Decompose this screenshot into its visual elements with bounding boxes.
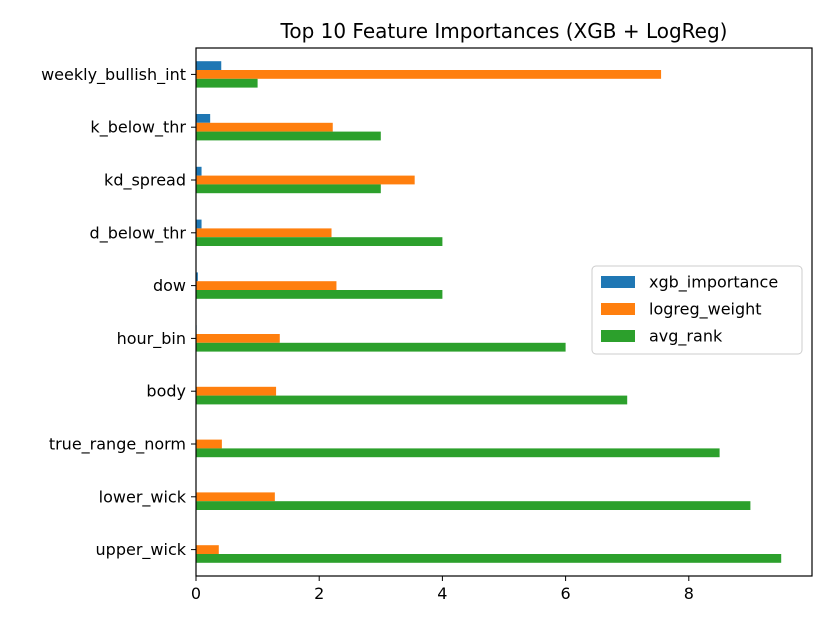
x-tick-label: 4 — [437, 584, 447, 603]
bar-logreg-weight-kd-spread — [196, 175, 415, 185]
bar-avg-rank-true-range-norm — [196, 448, 720, 458]
bar-avg-rank-dow — [196, 290, 443, 299]
bar-logreg-weight-true-range-norm — [196, 439, 222, 449]
y-tick-label: body — [146, 382, 186, 401]
y-tick-label: upper_wick — [96, 540, 187, 560]
bar-avg-rank-kd-spread — [196, 184, 381, 194]
chart-title: Top 10 Feature Importances (XGB + LogReg… — [280, 19, 728, 43]
legend: xgb_importance logreg_weight avg_rank — [591, 265, 803, 355]
bar-avg-rank-upper-wick — [196, 554, 782, 563]
legend-label-logreg-weight: logreg_weight — [649, 300, 762, 320]
x-tick-label: 6 — [561, 584, 571, 603]
y-tick-label: hour_bin — [117, 329, 186, 349]
legend-swatch-avg-rank — [601, 330, 635, 342]
bar-logreg-weight-hour-bin — [196, 334, 280, 343]
x-axis: 0 2 4 6 8 — [191, 576, 694, 603]
bar-xgb-importance-dow — [196, 272, 198, 282]
x-tick-label: 8 — [684, 584, 694, 603]
bar-avg-rank-lower-wick — [196, 501, 751, 510]
bar-xgb-importance-kd-spread — [196, 166, 202, 176]
y-tick-label: dow — [153, 276, 186, 295]
bar-logreg-weight-upper-wick — [196, 545, 219, 554]
bars-layer — [196, 61, 782, 563]
y-tick-label: true_range_norm — [49, 435, 186, 455]
legend-box — [591, 265, 803, 355]
legend-swatch-logreg-weight — [601, 303, 635, 315]
y-tick-label: kd_spread — [104, 171, 186, 191]
y-axis: weekly_bullish_int k_below_thr kd_spread d_… — [41, 65, 196, 560]
bar-avg-rank-k-below-thr — [196, 131, 381, 141]
axes-frame — [195, 47, 813, 577]
legend-label-xgb-importance: xgb_importance — [649, 273, 778, 293]
bar-avg-rank-d-below-thr — [196, 237, 443, 246]
y-tick-label: k_below_thr — [90, 118, 186, 138]
x-tick-label: 0 — [191, 584, 201, 603]
bar-xgb-importance-k-below-thr — [196, 114, 211, 123]
bar-logreg-weight-dow — [196, 281, 337, 290]
y-tick-label: d_below_thr — [90, 223, 187, 243]
bar-xgb-importance-d-below-thr — [196, 219, 202, 229]
y-tick-label: lower_wick — [99, 487, 187, 507]
bar-avg-rank-weekly-bullish-int — [196, 78, 258, 88]
bar-logreg-weight-weekly-bullish-int — [196, 70, 662, 79]
legend-label-avg-rank: avg_rank — [649, 327, 723, 347]
bar-xgb-importance-weekly-bullish-int — [196, 61, 222, 70]
bar-avg-rank-body — [196, 395, 628, 405]
bar-logreg-weight-body — [196, 386, 277, 396]
y-tick-label: weekly_bullish_int — [41, 65, 186, 85]
bar-logreg-weight-k-below-thr — [196, 122, 333, 132]
bar-logreg-weight-d-below-thr — [196, 228, 332, 238]
x-tick-label: 2 — [314, 584, 324, 603]
bar-logreg-weight-lower-wick — [196, 492, 275, 502]
legend-swatch-xgb-importance — [601, 276, 635, 288]
bar-avg-rank-hour-bin — [196, 342, 566, 352]
